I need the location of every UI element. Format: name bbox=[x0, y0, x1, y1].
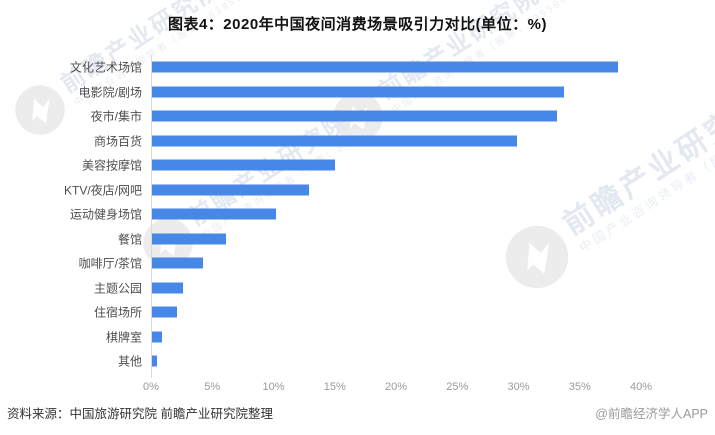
chart-row: 运动健身场馆 bbox=[70, 202, 641, 227]
chart-row: 夜市/集市 bbox=[91, 104, 641, 129]
x-tick-label: 0% bbox=[143, 381, 159, 393]
x-tick-label: 35% bbox=[568, 381, 591, 393]
chart-row: 餐馆 bbox=[118, 227, 641, 252]
x-tick-label: 40% bbox=[629, 381, 653, 393]
bar-chart: 文化艺术场馆电影院/剧场夜市/集市商场百货美容按摩馆 KTV/夜店/网吧 运动健身场… bbox=[0, 48, 715, 393]
x-tick-label: 15% bbox=[323, 381, 346, 393]
bar bbox=[152, 233, 226, 245]
category-label: 主题公园 bbox=[93, 281, 142, 296]
bar bbox=[152, 331, 162, 343]
category-label: 文化艺术场馆 bbox=[69, 60, 142, 75]
category-label: 餐馆 bbox=[117, 232, 142, 247]
source-note: 资料来源：中国旅游研究院 前瞻产业研究院整理 bbox=[7, 407, 273, 421]
category-label: KTV/夜店/网吧 bbox=[63, 183, 142, 198]
bar bbox=[152, 159, 335, 171]
bar bbox=[152, 86, 564, 98]
category-label: 棋牌室 bbox=[105, 330, 142, 345]
category-label: 其他 bbox=[117, 354, 142, 369]
bar bbox=[152, 61, 618, 73]
bar bbox=[152, 257, 204, 269]
category-label: 运动健身场馆 bbox=[69, 207, 142, 222]
category-label: 美容按摩馆 bbox=[81, 158, 142, 173]
chart-row: 住宿场所 bbox=[94, 300, 641, 325]
chart-row: 美容按摩馆 bbox=[82, 153, 641, 178]
chart-row: 棋牌室 bbox=[106, 325, 641, 350]
chart-row: KTV/夜店/网吧 bbox=[64, 178, 641, 203]
x-tick-label: 30% bbox=[507, 381, 530, 393]
category-label: 夜市/集市 bbox=[90, 109, 142, 124]
category-label: 住宿场所 bbox=[93, 305, 142, 320]
credit-note: @前瞻经济学人APP bbox=[595, 407, 708, 421]
chart-row: 其他 bbox=[118, 349, 641, 374]
bar bbox=[152, 282, 183, 294]
y-axis-line bbox=[151, 55, 152, 378]
x-tick-label: 25% bbox=[446, 381, 469, 393]
x-axis: 0% 5% 10% 15% 20% 25% 30% 35% 40% bbox=[143, 381, 652, 397]
x-tick-label: 5% bbox=[204, 381, 221, 393]
bar bbox=[152, 184, 309, 196]
chart-row: 文化艺术场馆 bbox=[70, 55, 641, 80]
bar bbox=[152, 110, 558, 122]
bar bbox=[152, 135, 518, 147]
chart-title: 图表4：2020年中国夜间消费场景吸引力对比(单位：%) bbox=[167, 16, 548, 33]
bar bbox=[152, 208, 276, 220]
chart-row: 电影院/剧场 bbox=[79, 80, 641, 105]
category-label: 电影院/剧场 bbox=[78, 85, 142, 100]
x-tick-label: 10% bbox=[262, 381, 285, 393]
chart-row: 主题公园 bbox=[94, 276, 641, 301]
plot-area: 文化艺术场馆电影院/剧场夜市/集市商场百货美容按摩馆 KTV/夜店/网吧 运动健身场… bbox=[64, 55, 641, 374]
bar bbox=[152, 306, 177, 318]
bar bbox=[152, 355, 157, 367]
chart-row: 咖啡厅/茶馆 bbox=[79, 251, 641, 276]
chart-row: 商场百货 bbox=[94, 129, 641, 154]
category-label: 咖啡厅/茶馆 bbox=[78, 256, 142, 271]
category-label: 商场百货 bbox=[93, 134, 142, 149]
footer: 资料来源：中国旅游研究院 前瞻产业研究院整理 @前瞻经济学人APP bbox=[7, 403, 708, 422]
x-tick-label: 20% bbox=[384, 381, 408, 393]
